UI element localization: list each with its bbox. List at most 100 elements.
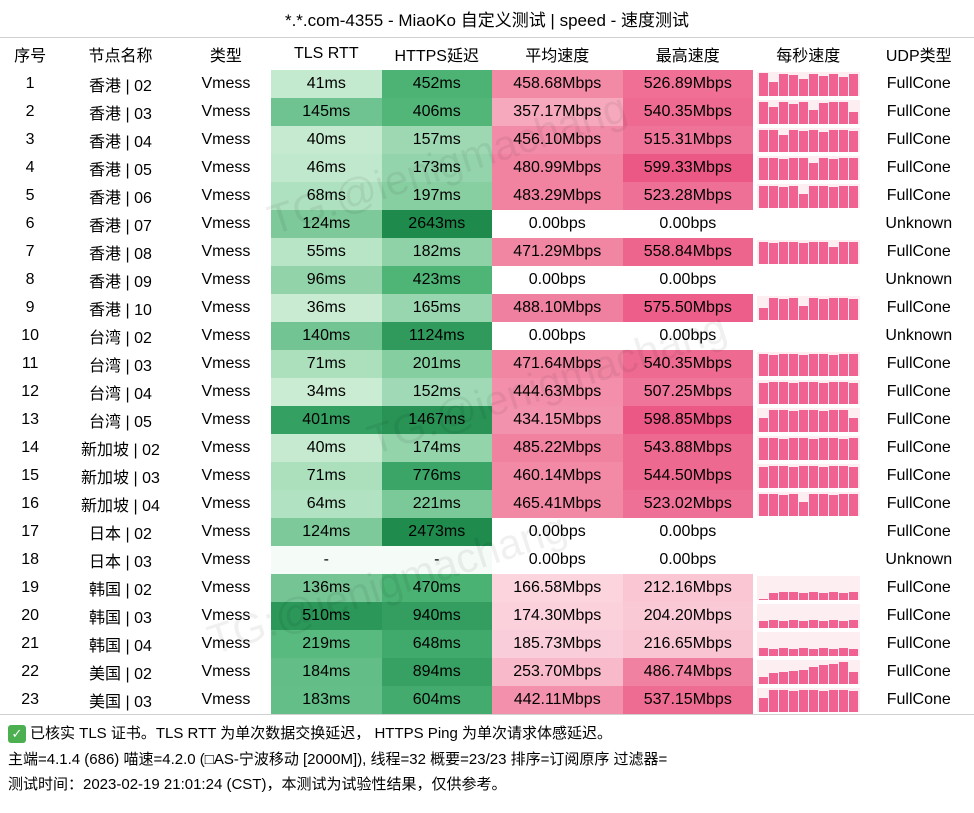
cell-node: 日本 | 03	[60, 546, 180, 574]
cell-seq: 21	[0, 630, 60, 658]
cell-node: 美国 | 02	[60, 658, 180, 686]
table-row: 12台湾 | 04Vmess34ms152ms444.63Mbps507.25M…	[0, 378, 974, 406]
cell-seq: 1	[0, 70, 60, 98]
table-row: 23美国 | 03Vmess183ms604ms442.11Mbps537.15…	[0, 686, 974, 714]
cell-seq: 8	[0, 266, 60, 294]
cell-udp: Unknown	[864, 546, 974, 574]
cell-https: 423ms	[382, 266, 492, 294]
cell-https: 157ms	[382, 126, 492, 154]
cell-udp: FullCone	[864, 434, 974, 462]
cell-tls: 136ms	[271, 574, 381, 602]
cell-https: 174ms	[382, 434, 492, 462]
cell-udp: FullCone	[864, 154, 974, 182]
footer-line-1: ✓已核实 TLS 证书。TLS RTT 为单次数据交换延迟， HTTPS Pin…	[8, 721, 966, 747]
cell-avg: 465.41Mbps	[492, 490, 623, 518]
cell-type: Vmess	[181, 266, 271, 294]
cell-avg: 471.29Mbps	[492, 238, 623, 266]
cell-avg: 483.29Mbps	[492, 182, 623, 210]
cell-type: Vmess	[181, 238, 271, 266]
cell-max: 0.00bps	[623, 518, 754, 546]
table-row: 9香港 | 10Vmess36ms165ms488.10Mbps575.50Mb…	[0, 294, 974, 322]
cell-type: Vmess	[181, 182, 271, 210]
cell-type: Vmess	[181, 462, 271, 490]
table-row: 2香港 | 03Vmess145ms406ms357.17Mbps540.35M…	[0, 98, 974, 126]
cell-https: 604ms	[382, 686, 492, 714]
cell-avg: 166.58Mbps	[492, 574, 623, 602]
cell-sparkline	[753, 350, 863, 378]
cell-max: 204.20Mbps	[623, 602, 754, 630]
cell-https: 1124ms	[382, 322, 492, 350]
cell-type: Vmess	[181, 322, 271, 350]
table-row: 15新加坡 | 03Vmess71ms776ms460.14Mbps544.50…	[0, 462, 974, 490]
footer-line-3: 测试时间：2023-02-19 21:01:24 (CST)，本测试为试验性结果…	[8, 772, 966, 798]
cell-node: 台湾 | 05	[60, 406, 180, 434]
cell-type: Vmess	[181, 294, 271, 322]
cell-avg: 444.63Mbps	[492, 378, 623, 406]
cell-avg: 185.73Mbps	[492, 630, 623, 658]
cell-tls: 140ms	[271, 322, 381, 350]
cell-sparkline	[753, 378, 863, 406]
cell-type: Vmess	[181, 350, 271, 378]
cell-node: 香港 | 02	[60, 70, 180, 98]
cell-https: 152ms	[382, 378, 492, 406]
cell-avg: 485.22Mbps	[492, 434, 623, 462]
speed-test-panel: *.*.com-4355 - MiaoKo 自定义测试 | speed - 速度…	[0, 0, 974, 804]
cell-seq: 10	[0, 322, 60, 350]
cell-node: 台湾 | 04	[60, 378, 180, 406]
cell-sparkline	[753, 266, 863, 294]
cell-udp: FullCone	[864, 182, 974, 210]
cell-sparkline	[753, 70, 863, 98]
cell-tls: 64ms	[271, 490, 381, 518]
cell-seq: 18	[0, 546, 60, 574]
cell-type: Vmess	[181, 574, 271, 602]
cell-node: 香港 | 08	[60, 238, 180, 266]
footer-line-2: 主端=4.1.4 (686) 喵速=4.2.0 (□AS-宁波移动 [2000M…	[8, 747, 966, 773]
cell-https: 648ms	[382, 630, 492, 658]
cell-https: 197ms	[382, 182, 492, 210]
cell-https: 165ms	[382, 294, 492, 322]
table-row: 20韩国 | 03Vmess510ms940ms174.30Mbps204.20…	[0, 602, 974, 630]
cell-type: Vmess	[181, 546, 271, 574]
cell-node: 韩国 | 02	[60, 574, 180, 602]
cell-tls: 124ms	[271, 518, 381, 546]
cell-tls: 510ms	[271, 602, 381, 630]
cell-avg: 460.14Mbps	[492, 462, 623, 490]
cell-udp: FullCone	[864, 126, 974, 154]
cell-seq: 22	[0, 658, 60, 686]
cell-sparkline	[753, 490, 863, 518]
cell-tls: 401ms	[271, 406, 381, 434]
col-https: HTTPS延迟	[382, 38, 492, 70]
table-row: 10台湾 | 02Vmess140ms1124ms0.00bps0.00bpsU…	[0, 322, 974, 350]
cell-node: 韩国 | 04	[60, 630, 180, 658]
cell-seq: 19	[0, 574, 60, 602]
col-max: 最高速度	[623, 38, 754, 70]
cell-max: 212.16Mbps	[623, 574, 754, 602]
table-row: 3香港 | 04Vmess40ms157ms456.10Mbps515.31Mb…	[0, 126, 974, 154]
cell-max: 515.31Mbps	[623, 126, 754, 154]
cell-avg: 0.00bps	[492, 322, 623, 350]
cell-udp: FullCone	[864, 70, 974, 98]
cell-udp: FullCone	[864, 294, 974, 322]
cell-https: 2473ms	[382, 518, 492, 546]
cell-max: 0.00bps	[623, 546, 754, 574]
cell-sparkline	[753, 182, 863, 210]
cell-tls: 145ms	[271, 98, 381, 126]
cell-max: 540.35Mbps	[623, 98, 754, 126]
cell-max: 598.85Mbps	[623, 406, 754, 434]
cell-type: Vmess	[181, 686, 271, 714]
table-row: 6香港 | 07Vmess124ms2643ms0.00bps0.00bpsUn…	[0, 210, 974, 238]
cell-max: 0.00bps	[623, 210, 754, 238]
cell-type: Vmess	[181, 406, 271, 434]
cell-tls: 40ms	[271, 126, 381, 154]
cell-max: 544.50Mbps	[623, 462, 754, 490]
cell-tls: 96ms	[271, 266, 381, 294]
table-row: 5香港 | 06Vmess68ms197ms483.29Mbps523.28Mb…	[0, 182, 974, 210]
cell-type: Vmess	[181, 126, 271, 154]
cell-max: 558.84Mbps	[623, 238, 754, 266]
cell-node: 新加坡 | 02	[60, 434, 180, 462]
cell-avg: 458.68Mbps	[492, 70, 623, 98]
cell-tls: 184ms	[271, 658, 381, 686]
footer: ✓已核实 TLS 证书。TLS RTT 为单次数据交换延迟， HTTPS Pin…	[0, 714, 974, 804]
cell-tls: 68ms	[271, 182, 381, 210]
cell-tls: 219ms	[271, 630, 381, 658]
